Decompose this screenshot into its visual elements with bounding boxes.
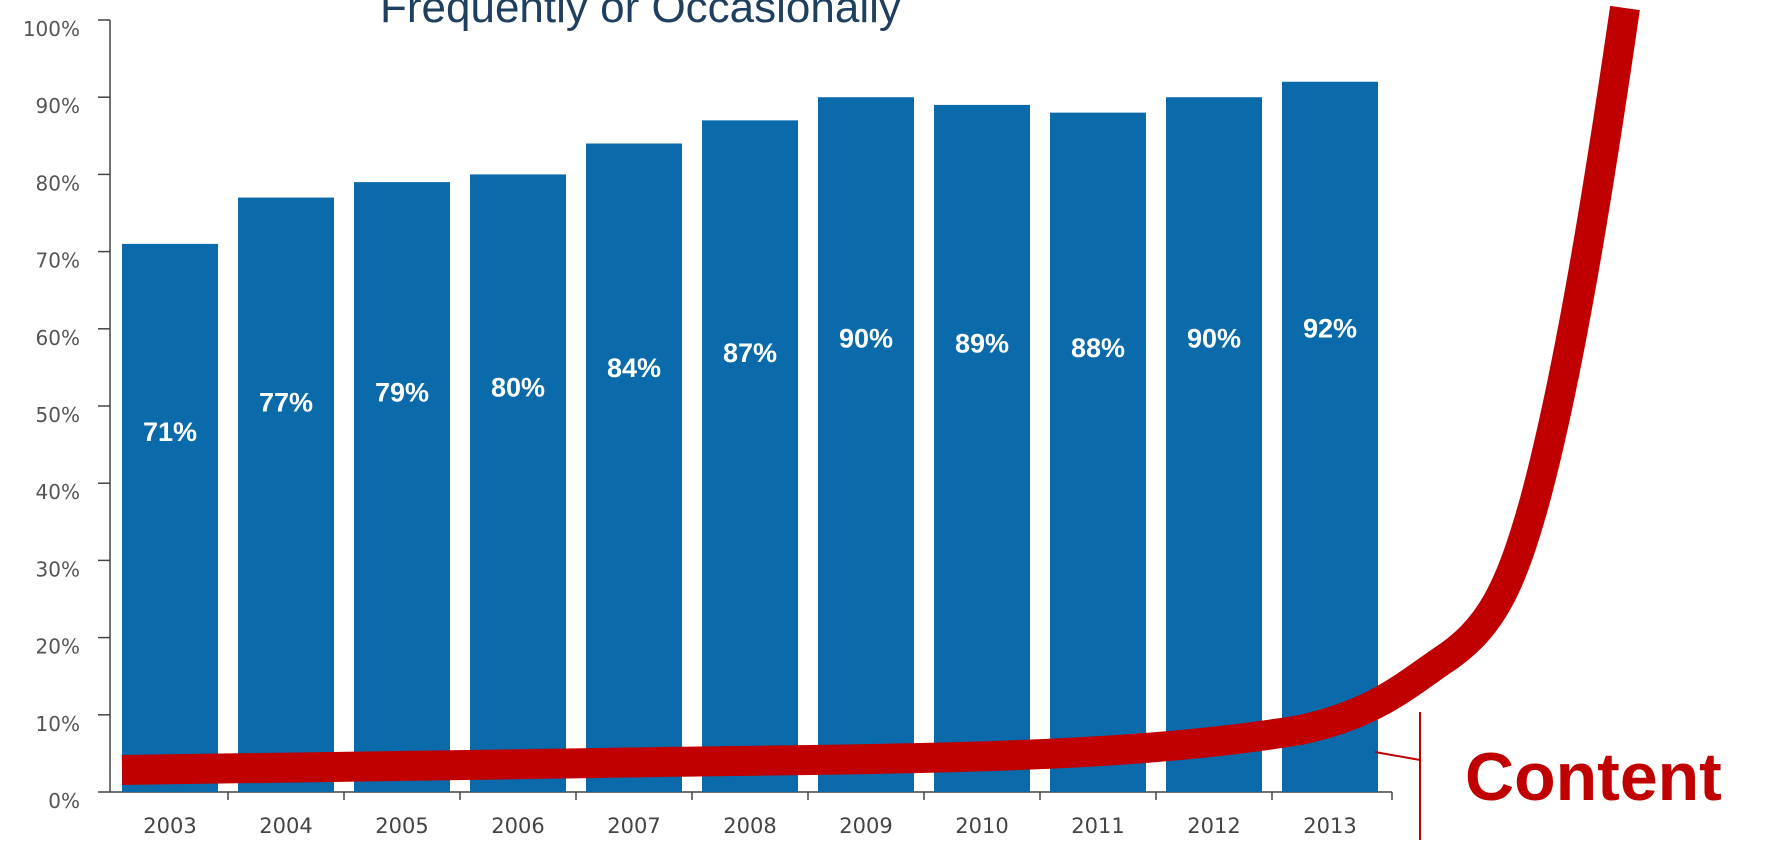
y-tick-label: 90% bbox=[36, 94, 80, 118]
bar bbox=[1282, 81, 1378, 792]
x-tick-label: 2012 bbox=[1187, 814, 1240, 838]
bars bbox=[122, 81, 1378, 793]
data-label: 89% bbox=[955, 328, 1009, 358]
bar bbox=[586, 143, 682, 792]
y-tick-label: 20% bbox=[36, 635, 80, 659]
x-tick-label: 2013 bbox=[1303, 814, 1356, 838]
data-label: 90% bbox=[1187, 323, 1241, 353]
y-tick-label: 70% bbox=[36, 249, 80, 273]
x-tick-label: 2006 bbox=[491, 814, 544, 838]
bar bbox=[354, 182, 450, 792]
content-growth-curve bbox=[121, 5, 1640, 785]
callout-bracket bbox=[1374, 712, 1421, 840]
y-tick-label: 40% bbox=[36, 480, 80, 504]
y-tick-label: 50% bbox=[36, 403, 80, 427]
y-tick-label: 100% bbox=[23, 17, 80, 41]
data-label: 80% bbox=[491, 373, 545, 403]
x-axis: 2003 2004 2005 2006 2007 2008 2009 2010 2011 2012… bbox=[110, 791, 1393, 838]
x-tick-label: 2007 bbox=[607, 814, 660, 838]
bar bbox=[1166, 97, 1262, 792]
data-label: 79% bbox=[375, 378, 429, 408]
bar bbox=[238, 197, 334, 792]
data-label: 88% bbox=[1071, 333, 1125, 363]
bar bbox=[934, 104, 1030, 793]
bar bbox=[818, 97, 914, 792]
x-tick-label: 2008 bbox=[723, 814, 776, 838]
x-tick-label: 2009 bbox=[839, 814, 892, 838]
x-tick-label: 2011 bbox=[1071, 814, 1124, 838]
x-tick-label: 2005 bbox=[375, 814, 428, 838]
x-tick-label: 2003 bbox=[143, 814, 196, 838]
x-tick-label: 2004 bbox=[259, 814, 312, 838]
data-label: 77% bbox=[259, 388, 313, 418]
bar bbox=[470, 174, 566, 792]
data-label: 92% bbox=[1303, 313, 1357, 343]
y-tick-label: 60% bbox=[36, 326, 80, 350]
bar bbox=[122, 243, 218, 792]
data-label: 90% bbox=[839, 323, 893, 353]
data-labels: 71% 77% 79% 80% 84% 87% 90% 89% 88% 90% 92% bbox=[143, 313, 1357, 447]
y-tick-label: 10% bbox=[36, 712, 80, 736]
y-axis: 0% 10% 20% 30% 40% 50% 60% 70% 80% 90% 100% bbox=[23, 17, 111, 813]
bar bbox=[1050, 112, 1146, 792]
y-tick-label: 0% bbox=[48, 789, 80, 813]
bar bbox=[702, 120, 798, 793]
data-label: 87% bbox=[723, 338, 777, 368]
x-tick-label: 2010 bbox=[955, 814, 1008, 838]
data-label: 71% bbox=[143, 417, 197, 447]
y-tick-label: 30% bbox=[36, 557, 80, 581]
y-tick-label: 80% bbox=[36, 171, 80, 195]
content-callout: Content bbox=[1465, 739, 1722, 815]
chart-title: Frequently or Occasionally bbox=[380, 0, 901, 32]
data-label: 84% bbox=[607, 353, 661, 383]
